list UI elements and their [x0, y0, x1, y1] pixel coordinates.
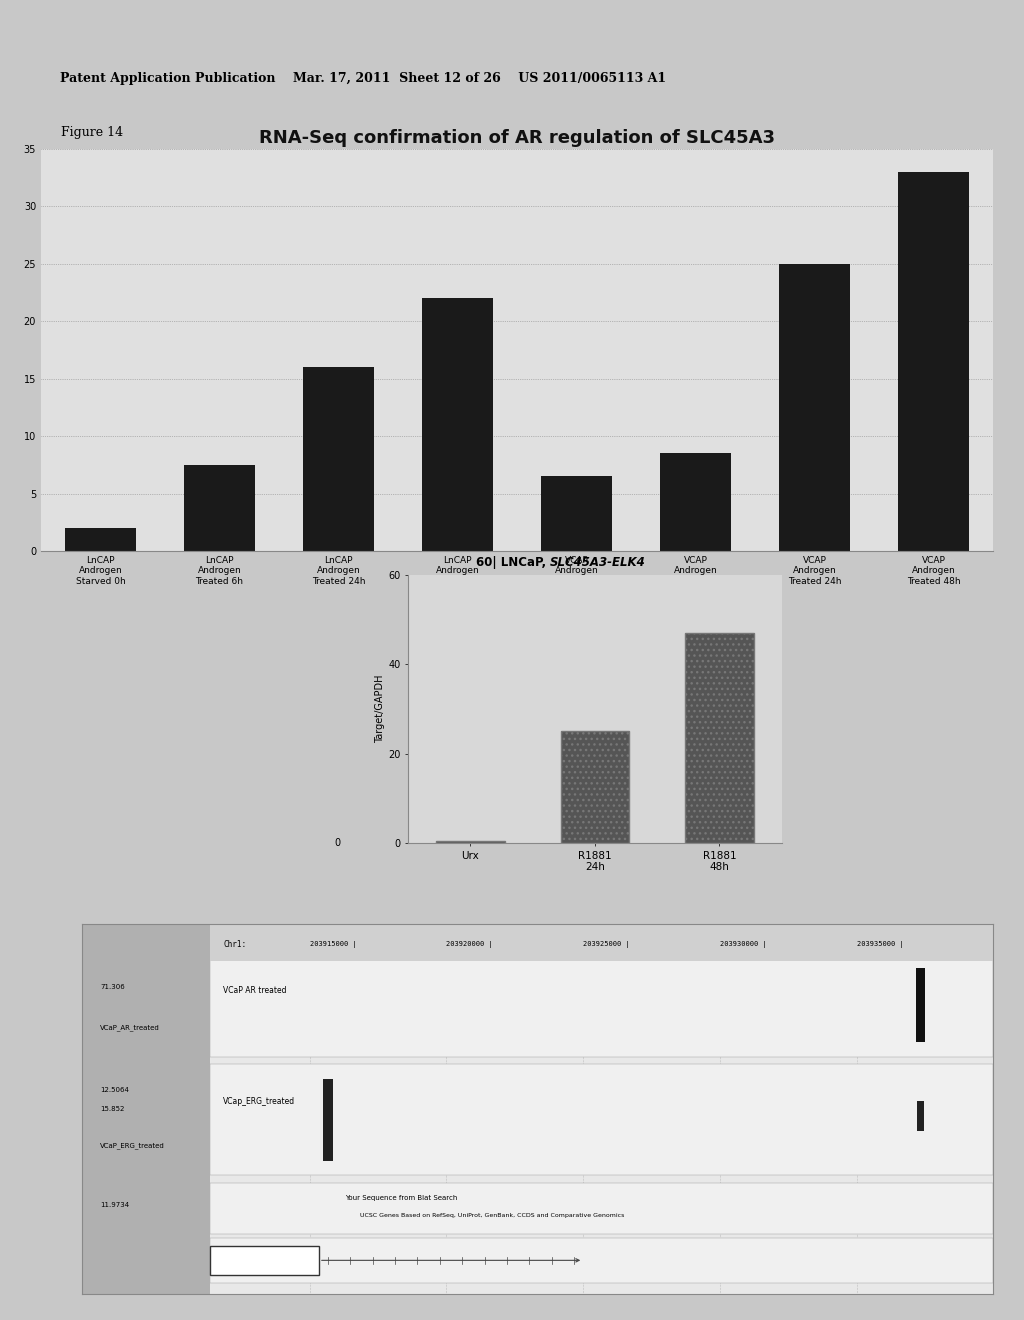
Text: Figure 14: Figure 14 [61, 125, 124, 139]
Text: 203920000 |: 203920000 | [446, 941, 494, 948]
Bar [915, 969, 925, 1043]
Bar [303, 367, 374, 552]
Bar [210, 924, 993, 961]
Text: 11.9734: 11.9734 [100, 1203, 129, 1208]
Text: VCaP_ERG_treated: VCaP_ERG_treated [100, 1142, 165, 1150]
Text: 12.5064: 12.5064 [100, 1088, 129, 1093]
Text: SLC45A3: SLC45A3 [246, 1255, 283, 1265]
Text: VCap_ERG_treated: VCap_ERG_treated [223, 1097, 295, 1106]
FancyBboxPatch shape [210, 1246, 318, 1275]
Bar [685, 632, 754, 843]
Bar [541, 477, 612, 552]
Text: 203925000 |: 203925000 | [584, 941, 630, 948]
Y-axis label: Target/GAPDH: Target/GAPDH [376, 675, 385, 743]
Bar [210, 953, 993, 1057]
Text: 203930000 |: 203930000 | [720, 941, 767, 948]
Bar [898, 172, 970, 552]
Text: Chr1:: Chr1: [223, 940, 247, 949]
Text: 203935000 |: 203935000 | [856, 941, 903, 948]
Bar [323, 1080, 334, 1160]
Text: 71.306: 71.306 [100, 983, 125, 990]
Text: Your Sequence from Blat Search: Your Sequence from Blat Search [345, 1195, 457, 1200]
Bar [184, 465, 255, 552]
Text: VCaP_AR_treated: VCaP_AR_treated [100, 1024, 160, 1031]
Text: SLC45A3-ELK4: SLC45A3-ELK4 [550, 557, 646, 569]
Text: UCSC Genes Based on RefSeq, UniProt, GenBank, CCDS and Comparative Genomics: UCSC Genes Based on RefSeq, UniProt, Gen… [359, 1213, 625, 1218]
Bar [436, 841, 505, 843]
Text: VCaP AR treated: VCaP AR treated [223, 986, 287, 995]
Bar [659, 453, 731, 552]
Text: Patent Application Publication    Mar. 17, 2011  Sheet 12 of 26    US 2011/00651: Patent Application Publication Mar. 17, … [60, 71, 667, 84]
Bar [422, 298, 494, 552]
Bar [82, 924, 210, 1294]
Title: RNA-Seq confirmation of AR regulation of SLC45A3: RNA-Seq confirmation of AR regulation of… [259, 129, 775, 147]
Text: 15.852: 15.852 [100, 1106, 125, 1111]
Text: 60| LNCaP,: 60| LNCaP, [476, 557, 550, 569]
Bar [561, 731, 629, 843]
Bar [916, 1101, 924, 1131]
Bar [779, 264, 850, 552]
Bar [65, 528, 136, 552]
Bar [210, 1064, 993, 1175]
Bar [210, 1183, 993, 1234]
Text: 0: 0 [335, 838, 341, 847]
Bar [210, 1238, 993, 1283]
Text: 203915000 |: 203915000 | [309, 941, 356, 948]
